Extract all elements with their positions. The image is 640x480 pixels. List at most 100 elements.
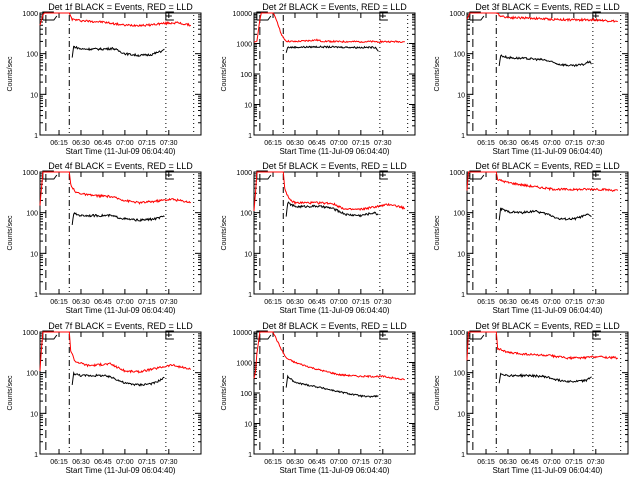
y-axis-title: Counts/sec <box>434 56 441 92</box>
x-tick-label: 06:30 <box>499 299 517 306</box>
plot-frame <box>253 171 416 295</box>
chart-title: Det 7f BLACK = Events, RED = LLD <box>48 321 193 331</box>
x-tick-label: 07:15 <box>138 459 156 466</box>
x-tick-label: 06:45 <box>521 140 539 147</box>
plot-frame <box>39 331 202 455</box>
x-tick-label: 06:45 <box>308 299 326 306</box>
y-tick-label: 10 <box>457 251 465 258</box>
y-tick-label: 1 <box>34 133 38 140</box>
end-flag-icon <box>592 170 601 180</box>
y-tick-label: 100 <box>26 371 38 378</box>
y-tick-label: 1000 <box>22 170 38 177</box>
series-events-line <box>285 374 379 398</box>
chart-title: Det 8f BLACK = Events, RED = LLD <box>262 321 407 331</box>
plot-frame <box>466 171 629 295</box>
x-tick-label: 06:30 <box>72 459 90 466</box>
y-tick-label: 1 <box>248 133 252 140</box>
series-lld-line <box>253 171 406 212</box>
x-tick-label: 06:45 <box>94 299 112 306</box>
y-axis-title: Counts/sec <box>434 375 441 411</box>
start-flag-icon <box>469 330 485 340</box>
chart-panel-det-9: Det 9f BLACK = Events, RED = LLD 1 10 100 10… <box>434 321 629 475</box>
x-tick-label: 06:15 <box>50 299 68 306</box>
y-tick-label: 1 <box>461 292 465 299</box>
y-tick-label: 1 <box>34 292 38 299</box>
series-events-line <box>285 201 379 218</box>
x-tick-label: 07:15 <box>565 299 583 306</box>
plot-frame <box>39 171 202 295</box>
x-tick-label: 06:30 <box>286 299 304 306</box>
x-tick-label: 07:15 <box>352 299 370 306</box>
series-events-line <box>498 372 592 384</box>
y-tick-label: 100 <box>453 211 465 218</box>
x-tick-label: 07:30 <box>160 140 178 147</box>
start-flag-icon <box>469 170 485 180</box>
y-tick-label: 1 <box>461 133 465 140</box>
y-tick-label: 1000 <box>236 42 252 49</box>
chart-title: Det 6f BLACK = Events, RED = LLD <box>475 161 620 171</box>
y-axis-title: Counts/sec <box>221 375 228 411</box>
y-axis-title: Counts/sec <box>221 215 228 251</box>
chart-title: Det 1f BLACK = Events, RED = LLD <box>48 2 193 12</box>
x-tick-label: 06:45 <box>94 140 112 147</box>
y-tick-label: 1 <box>461 452 465 459</box>
x-tick-label: 07:00 <box>543 140 561 147</box>
y-tick-label: 100 <box>240 72 252 79</box>
x-tick-label: 07:15 <box>138 140 156 147</box>
series-lld-line <box>466 331 619 361</box>
y-tick-label: 10 <box>30 411 38 418</box>
x-axis-title: Start Time (11-Jul-09 06:04:40) <box>492 306 602 315</box>
y-axis-title: Counts/sec <box>7 56 14 92</box>
x-tick-label: 07:30 <box>587 299 605 306</box>
x-axis-title: Start Time (11-Jul-09 06:04:40) <box>65 147 175 156</box>
y-axis-title: Counts/sec <box>7 215 14 251</box>
chart-title: Det 9f BLACK = Events, RED = LLD <box>475 321 620 331</box>
x-tick-label: 07:30 <box>587 459 605 466</box>
y-tick-label: 10 <box>244 103 252 110</box>
y-tick-label: 10 <box>457 411 465 418</box>
series-lld-line <box>253 12 405 44</box>
x-tick-label: 06:45 <box>308 140 326 147</box>
chart-panel-det-6: Det 6f BLACK = Events, RED = LLD 1 10 100 10… <box>434 161 629 315</box>
y-tick-label: 10000 <box>233 11 253 18</box>
y-tick-label: 1000 <box>449 11 465 18</box>
x-tick-label: 06:15 <box>477 459 495 466</box>
y-axis-title: Counts/sec <box>221 56 228 92</box>
x-tick-label: 06:15 <box>477 299 495 306</box>
y-tick-label: 1 <box>34 452 38 459</box>
plot-frame <box>253 12 416 136</box>
start-flag-icon <box>256 11 272 21</box>
x-tick-label: 07:15 <box>565 140 583 147</box>
start-flag-icon <box>42 11 58 21</box>
x-tick-label: 07:30 <box>587 140 605 147</box>
x-tick-label: 07:30 <box>160 459 178 466</box>
chart-panel-det-1: Det 1f BLACK = Events, RED = LLD 1 10 100 10… <box>7 2 202 156</box>
y-tick-label: 1000 <box>22 330 38 337</box>
x-tick-label: 06:45 <box>308 459 326 466</box>
y-tick-label: 100 <box>240 391 252 398</box>
x-axis-title: Start Time (11-Jul-09 06:04:40) <box>65 466 175 475</box>
y-tick-label: 1000 <box>22 11 38 18</box>
y-tick-label: 100 <box>26 52 38 59</box>
y-tick-label: 10 <box>244 251 252 258</box>
series-events-line <box>498 54 592 68</box>
chart-panel-det-2: Det 2f BLACK = Events, RED = LLD 1 10 100 10… <box>221 2 416 156</box>
y-axis-title: Counts/sec <box>7 375 14 411</box>
x-tick-label: 06:15 <box>264 299 282 306</box>
end-flag-icon <box>379 170 388 180</box>
x-axis-title: Start Time (11-Jul-09 06:04:40) <box>65 306 175 315</box>
y-tick-label: 100 <box>240 211 252 218</box>
series-lld-line <box>253 331 405 381</box>
series-events-line <box>285 45 379 53</box>
x-tick-label: 06:15 <box>50 459 68 466</box>
x-tick-label: 07:30 <box>374 459 392 466</box>
end-flag-icon <box>165 330 174 340</box>
x-tick-label: 06:15 <box>264 459 282 466</box>
chart-title: Det 5f BLACK = Events, RED = LLD <box>262 161 407 171</box>
series-lld-line <box>466 12 618 23</box>
x-tick-label: 07:00 <box>330 299 348 306</box>
y-tick-label: 10 <box>244 422 252 429</box>
chart-panel-det-7: Det 7f BLACK = Events, RED = LLD 1 10 100 10… <box>7 321 202 475</box>
x-tick-label: 07:15 <box>138 299 156 306</box>
